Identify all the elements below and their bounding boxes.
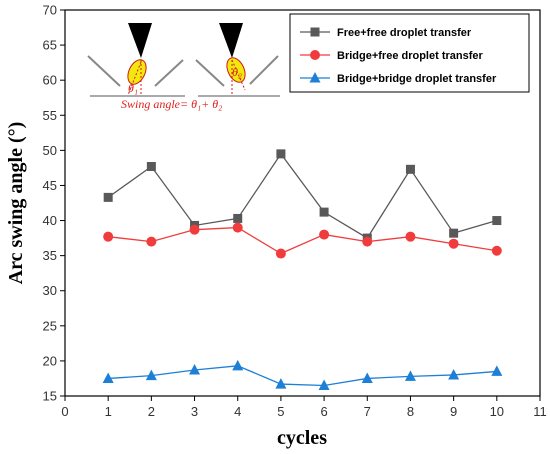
legend-marker	[309, 72, 321, 83]
data-point	[405, 164, 415, 174]
data-point	[232, 222, 243, 233]
x-tick-label: 7	[364, 404, 371, 419]
legend-marker	[310, 50, 320, 60]
y-tick-label: 60	[43, 73, 57, 88]
y-tick-label: 35	[43, 248, 57, 263]
data-point	[492, 216, 502, 226]
data-point	[491, 365, 503, 376]
groove-wall-right	[154, 59, 184, 87]
y-tick-label: 30	[43, 283, 57, 298]
data-point	[189, 224, 200, 235]
x-tick-label: 4	[234, 404, 241, 419]
data-point	[233, 213, 243, 223]
data-point	[404, 370, 416, 381]
x-tick-label: 0	[61, 404, 68, 419]
data-point	[362, 236, 373, 247]
torch-icon	[219, 23, 243, 58]
series-2	[103, 222, 502, 259]
data-point	[145, 369, 157, 381]
groove-wall-left	[195, 59, 225, 87]
data-point	[275, 378, 287, 389]
y-tick-label: 55	[43, 108, 57, 123]
x-tick-label: 6	[320, 404, 327, 419]
x-axis-title: cycles	[277, 427, 327, 449]
legend-marker	[310, 27, 320, 37]
groove-wall-left	[87, 55, 121, 87]
data-point	[319, 207, 329, 217]
x-tick-label: 2	[148, 404, 155, 419]
data-point	[449, 228, 459, 238]
x-tick-label: 5	[277, 404, 284, 419]
data-point	[448, 368, 460, 380]
groove-wall-right	[249, 55, 279, 85]
series-line	[108, 365, 497, 387]
series-line	[107, 152, 498, 239]
data-point	[276, 149, 286, 159]
theta1-label: θ₁	[128, 81, 138, 95]
y-tick-label: 25	[43, 318, 57, 333]
data-point	[319, 229, 330, 240]
x-tick-label: 8	[407, 404, 414, 419]
y-tick-label: 45	[43, 178, 57, 193]
data-point	[232, 359, 244, 371]
y-axis-title: Arc swing angle (°)	[5, 122, 27, 285]
x-tick-label: 10	[490, 404, 504, 419]
data-point	[318, 379, 330, 390]
series-layer	[102, 149, 503, 390]
data-point	[275, 248, 286, 259]
data-point	[361, 372, 373, 383]
swing-line	[127, 61, 142, 96]
x-tick-label: 11	[533, 404, 547, 419]
y-tick-label: 70	[43, 3, 57, 18]
data-point	[405, 231, 416, 242]
y-axis: 15 20 25 30 35 40 45 50 55 60 65 70	[43, 3, 65, 404]
legend: Free+free droplet transfer Bridge+free dr…	[289, 13, 530, 93]
data-point	[103, 192, 113, 202]
data-point	[448, 238, 459, 249]
y-tick-label: 50	[43, 143, 57, 158]
x-axis: 0 1 2 3 4 5 6 7 8 9 10 11	[61, 396, 547, 419]
y-tick-label: 40	[43, 213, 57, 228]
legend-label: Bridge+bridge droplet transfer	[337, 73, 497, 85]
data-point	[189, 364, 201, 375]
y-tick-label: 65	[43, 38, 57, 53]
x-tick-label: 3	[191, 404, 198, 419]
legend-item: Free+free droplet transfer	[300, 27, 472, 39]
legend-label: Free+free droplet transfer	[337, 27, 472, 39]
legend-item: Bridge+free droplet transfer	[300, 50, 484, 62]
x-tick-label: 9	[450, 404, 457, 419]
data-point	[103, 231, 114, 242]
data-point	[102, 372, 114, 383]
series-line	[108, 226, 497, 255]
theta2-label: θ₂	[232, 65, 242, 79]
arc-plasma-icon	[127, 59, 147, 85]
legend-item: Bridge+bridge droplet transfer	[300, 72, 497, 85]
legend-box	[289, 13, 530, 93]
arc-swing-schematic: θ₁ θ₂ Swing angle= θ₁+ θ₂	[87, 23, 280, 111]
data-point	[491, 245, 502, 256]
swing-angle-formula: Swing angle= θ₁+ θ₂	[121, 97, 222, 111]
swing-line	[231, 59, 246, 91]
series-3	[102, 359, 503, 390]
data-point	[146, 236, 157, 247]
x-tick-label: 1	[105, 404, 112, 419]
data-point	[146, 162, 156, 172]
legend-label: Bridge+free droplet transfer	[337, 50, 484, 62]
y-tick-label: 15	[43, 389, 57, 404]
y-tick-label: 20	[43, 353, 57, 368]
torch-icon	[128, 23, 152, 58]
arc-plasma-icon	[226, 57, 246, 83]
